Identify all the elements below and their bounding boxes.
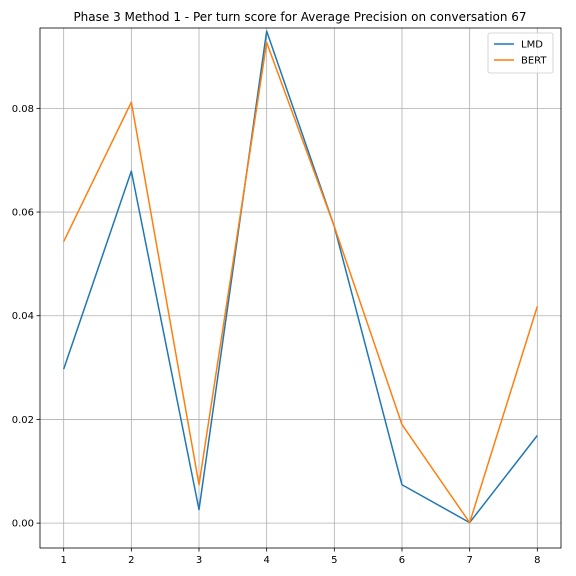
series — [62, 30, 539, 524]
x-tick-label: 8 — [534, 555, 540, 566]
x-tick-label: 2 — [128, 555, 134, 566]
axes: 1 2 3 4 5 6 7 8 0.00 0.02 0.04 0.06 0.08 — [12, 27, 562, 566]
series-line-lmd — [62, 30, 538, 524]
x-tick-label: 1 — [60, 555, 66, 566]
series-line-bert — [63, 41, 539, 524]
plot-frame — [39, 27, 562, 549]
x-tick-label: 6 — [399, 555, 405, 566]
x-tick-label: 3 — [196, 555, 202, 566]
legend-label: LMD — [521, 40, 543, 51]
y-tick-label: 0.06 — [12, 208, 34, 219]
x-tick-label: 4 — [263, 555, 269, 566]
chart-title: Phase 3 Method 1 - Per turn score for Av… — [73, 10, 526, 24]
y-tick-label: 0.04 — [12, 311, 34, 322]
y-tick-label: 0.08 — [12, 104, 34, 115]
y-tick-label: 0.02 — [12, 415, 34, 426]
grid — [40, 28, 561, 548]
legend-label: BERT — [521, 56, 547, 67]
legend: LMD BERT — [487, 32, 554, 74]
x-tick-label: 5 — [331, 555, 337, 566]
y-tick-label: 0.00 — [12, 519, 34, 530]
x-tick-label: 7 — [466, 555, 472, 566]
legend-box — [487, 32, 554, 74]
